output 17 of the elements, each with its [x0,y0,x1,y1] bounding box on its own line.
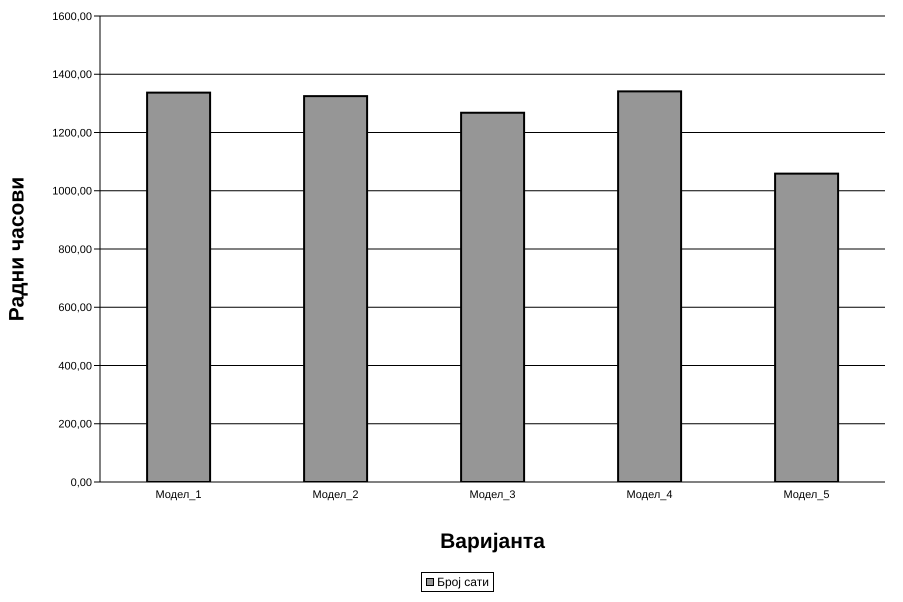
x-tick-label: Модел_1 [156,488,202,501]
x-axis-title: Варијанта [440,530,546,553]
y-tick-label: 600,00 [58,302,92,314]
y-tick-label: 1400,00 [52,69,92,82]
y-tick-label: 400,00 [58,360,92,372]
y-tick-label: 1000,00 [52,186,92,198]
x-tick-label: Модел_5 [784,488,830,501]
y-tick-label: 800,00 [58,244,92,256]
y-tick-label: 1200,00 [52,127,92,140]
y-axis-title: Радни часови [5,176,28,322]
y-tick-label: 200,00 [58,418,92,431]
x-tick-label: Модел_3 [470,488,516,501]
legend-label: Број сати [436,575,489,589]
y-tick-label: 0,00 [70,476,92,489]
y-tick-label: 1600,00 [52,10,92,23]
x-tick-label: Модел_2 [312,488,358,501]
x-tick-label: Модел_4 [626,488,672,501]
